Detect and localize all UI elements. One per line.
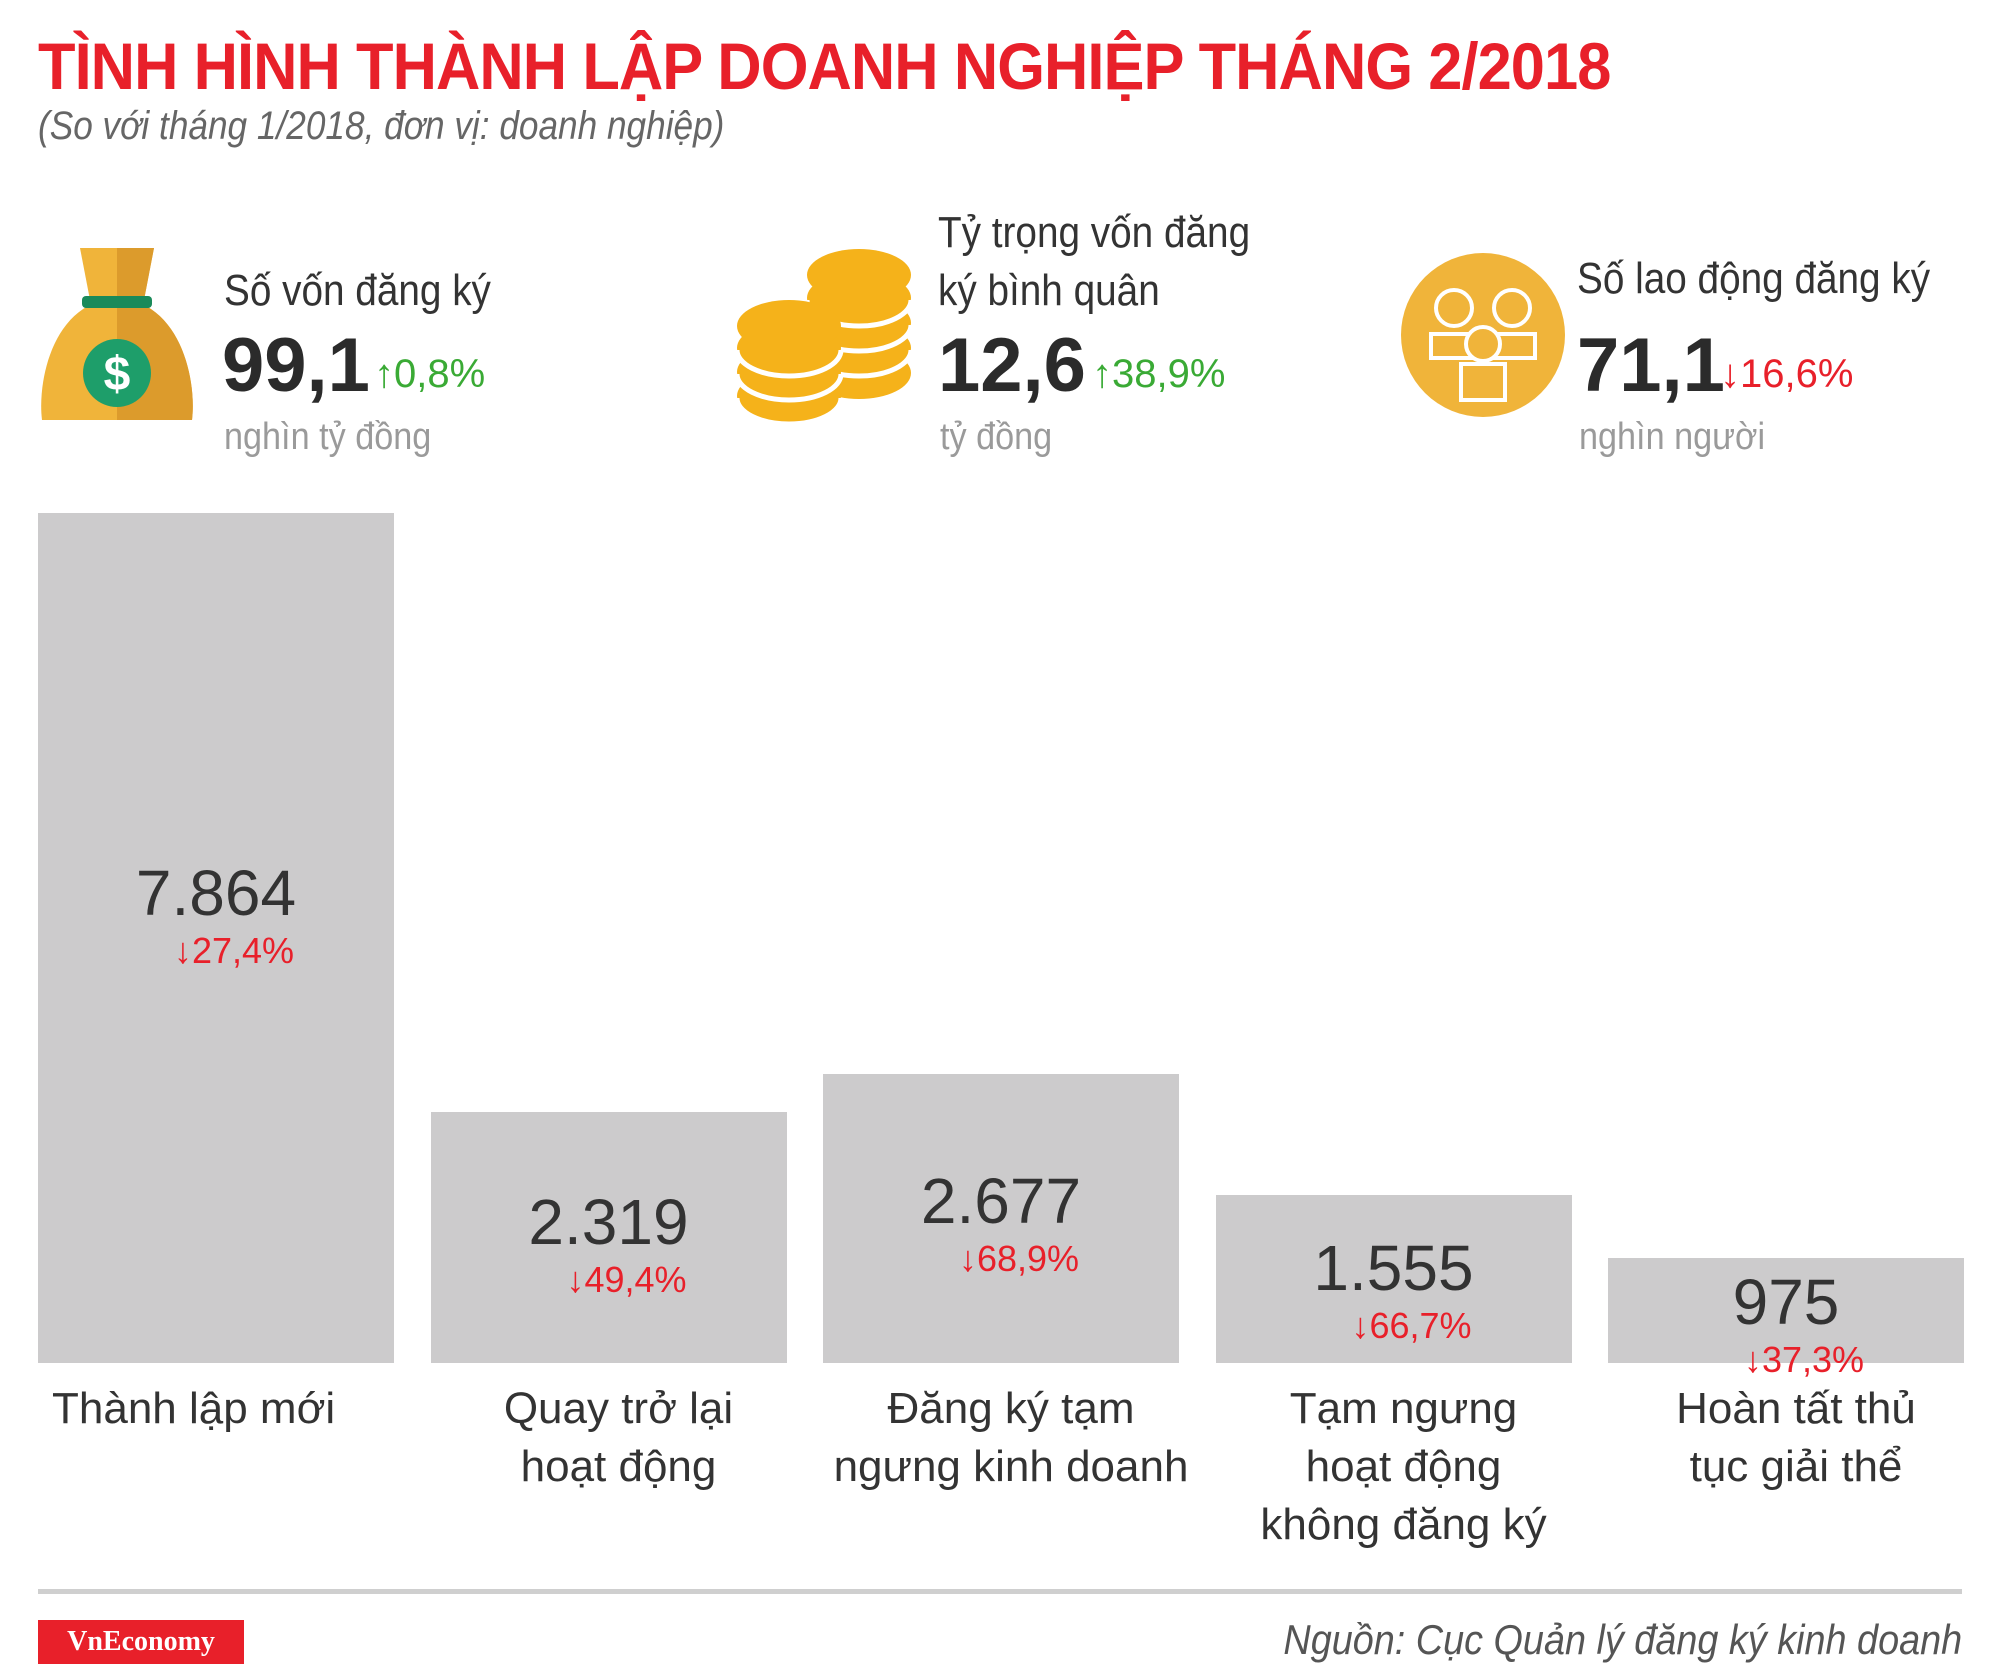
- stat-title: Số lao động đăng ký: [1577, 254, 1931, 303]
- divider: [38, 1589, 1962, 1594]
- stat-unit: nghìn người: [1579, 416, 1766, 458]
- bar: [38, 513, 394, 1363]
- bar-change-label: ↓49,4%: [566, 1259, 687, 1301]
- stat-value: 99,1: [222, 323, 370, 408]
- category-label: tục giải thể: [1689, 1442, 1903, 1491]
- stat-title: Số vốn đăng ký: [224, 266, 491, 315]
- bar-change-label: ↓66,7%: [1351, 1304, 1472, 1346]
- stat-title: ký bình quân: [938, 266, 1160, 315]
- stat-change: ↓16,6%: [1720, 352, 1854, 396]
- category-label: Tạm ngưng: [1289, 1384, 1518, 1433]
- bar: [823, 1073, 1179, 1363]
- svg-text:$: $: [104, 348, 131, 401]
- money-bag-icon: $: [41, 248, 193, 420]
- bar: [1608, 1257, 1964, 1363]
- bar: [1215, 1194, 1572, 1363]
- category-label: hoạt động: [520, 1442, 717, 1491]
- stat-change: ↑0,8%: [374, 352, 486, 396]
- stat-value: 12,6: [938, 323, 1086, 408]
- bar-value-label: 2.677: [920, 1164, 1082, 1237]
- category-label: Đăng ký tạm: [887, 1384, 1135, 1433]
- bar-change-label: ↓68,9%: [958, 1237, 1080, 1279]
- bar-value-label: 2.319: [528, 1186, 689, 1259]
- stat-change: ↑38,9%: [1092, 352, 1226, 396]
- bar-value-label: 975: [1732, 1266, 1840, 1339]
- bar-change-label: ↓27,4%: [173, 929, 295, 971]
- category-label: không đăng ký: [1260, 1500, 1547, 1549]
- category-label: Quay trở lại: [503, 1384, 734, 1433]
- bar-value-label: 7.864: [135, 856, 297, 929]
- coins-icon: [735, 249, 914, 426]
- bar-change-label: ↓37,3%: [1743, 1339, 1865, 1381]
- people-icon: [1401, 253, 1565, 417]
- source-note: Nguồn: Cục Quản lý đăng ký kinh doanh: [1283, 1616, 1962, 1663]
- stat-unit: nghìn tỷ đồng: [224, 416, 432, 458]
- page-subtitle: (So với tháng 1/2018, đơn vị: doanh nghi…: [38, 104, 725, 148]
- vneconomy-logo: VnEconomy: [38, 1620, 244, 1664]
- page-title: TÌNH HÌNH THÀNH LẬP DOANH NGHIỆP THÁNG 2…: [38, 29, 1611, 103]
- bar: [430, 1112, 787, 1363]
- category-label: ngưng kinh doanh: [833, 1442, 1189, 1491]
- stat-title: Tỷ trọng vốn đăng: [938, 208, 1251, 257]
- category-label: Thành lập mới: [52, 1384, 336, 1433]
- stat-value: 71,1: [1577, 323, 1725, 408]
- stat-unit: tỷ đồng: [940, 416, 1053, 458]
- category-label: Hoàn tất thủ: [1676, 1384, 1916, 1433]
- category-label: hoạt động: [1305, 1442, 1502, 1491]
- bar-value-label: 1.555: [1313, 1231, 1474, 1304]
